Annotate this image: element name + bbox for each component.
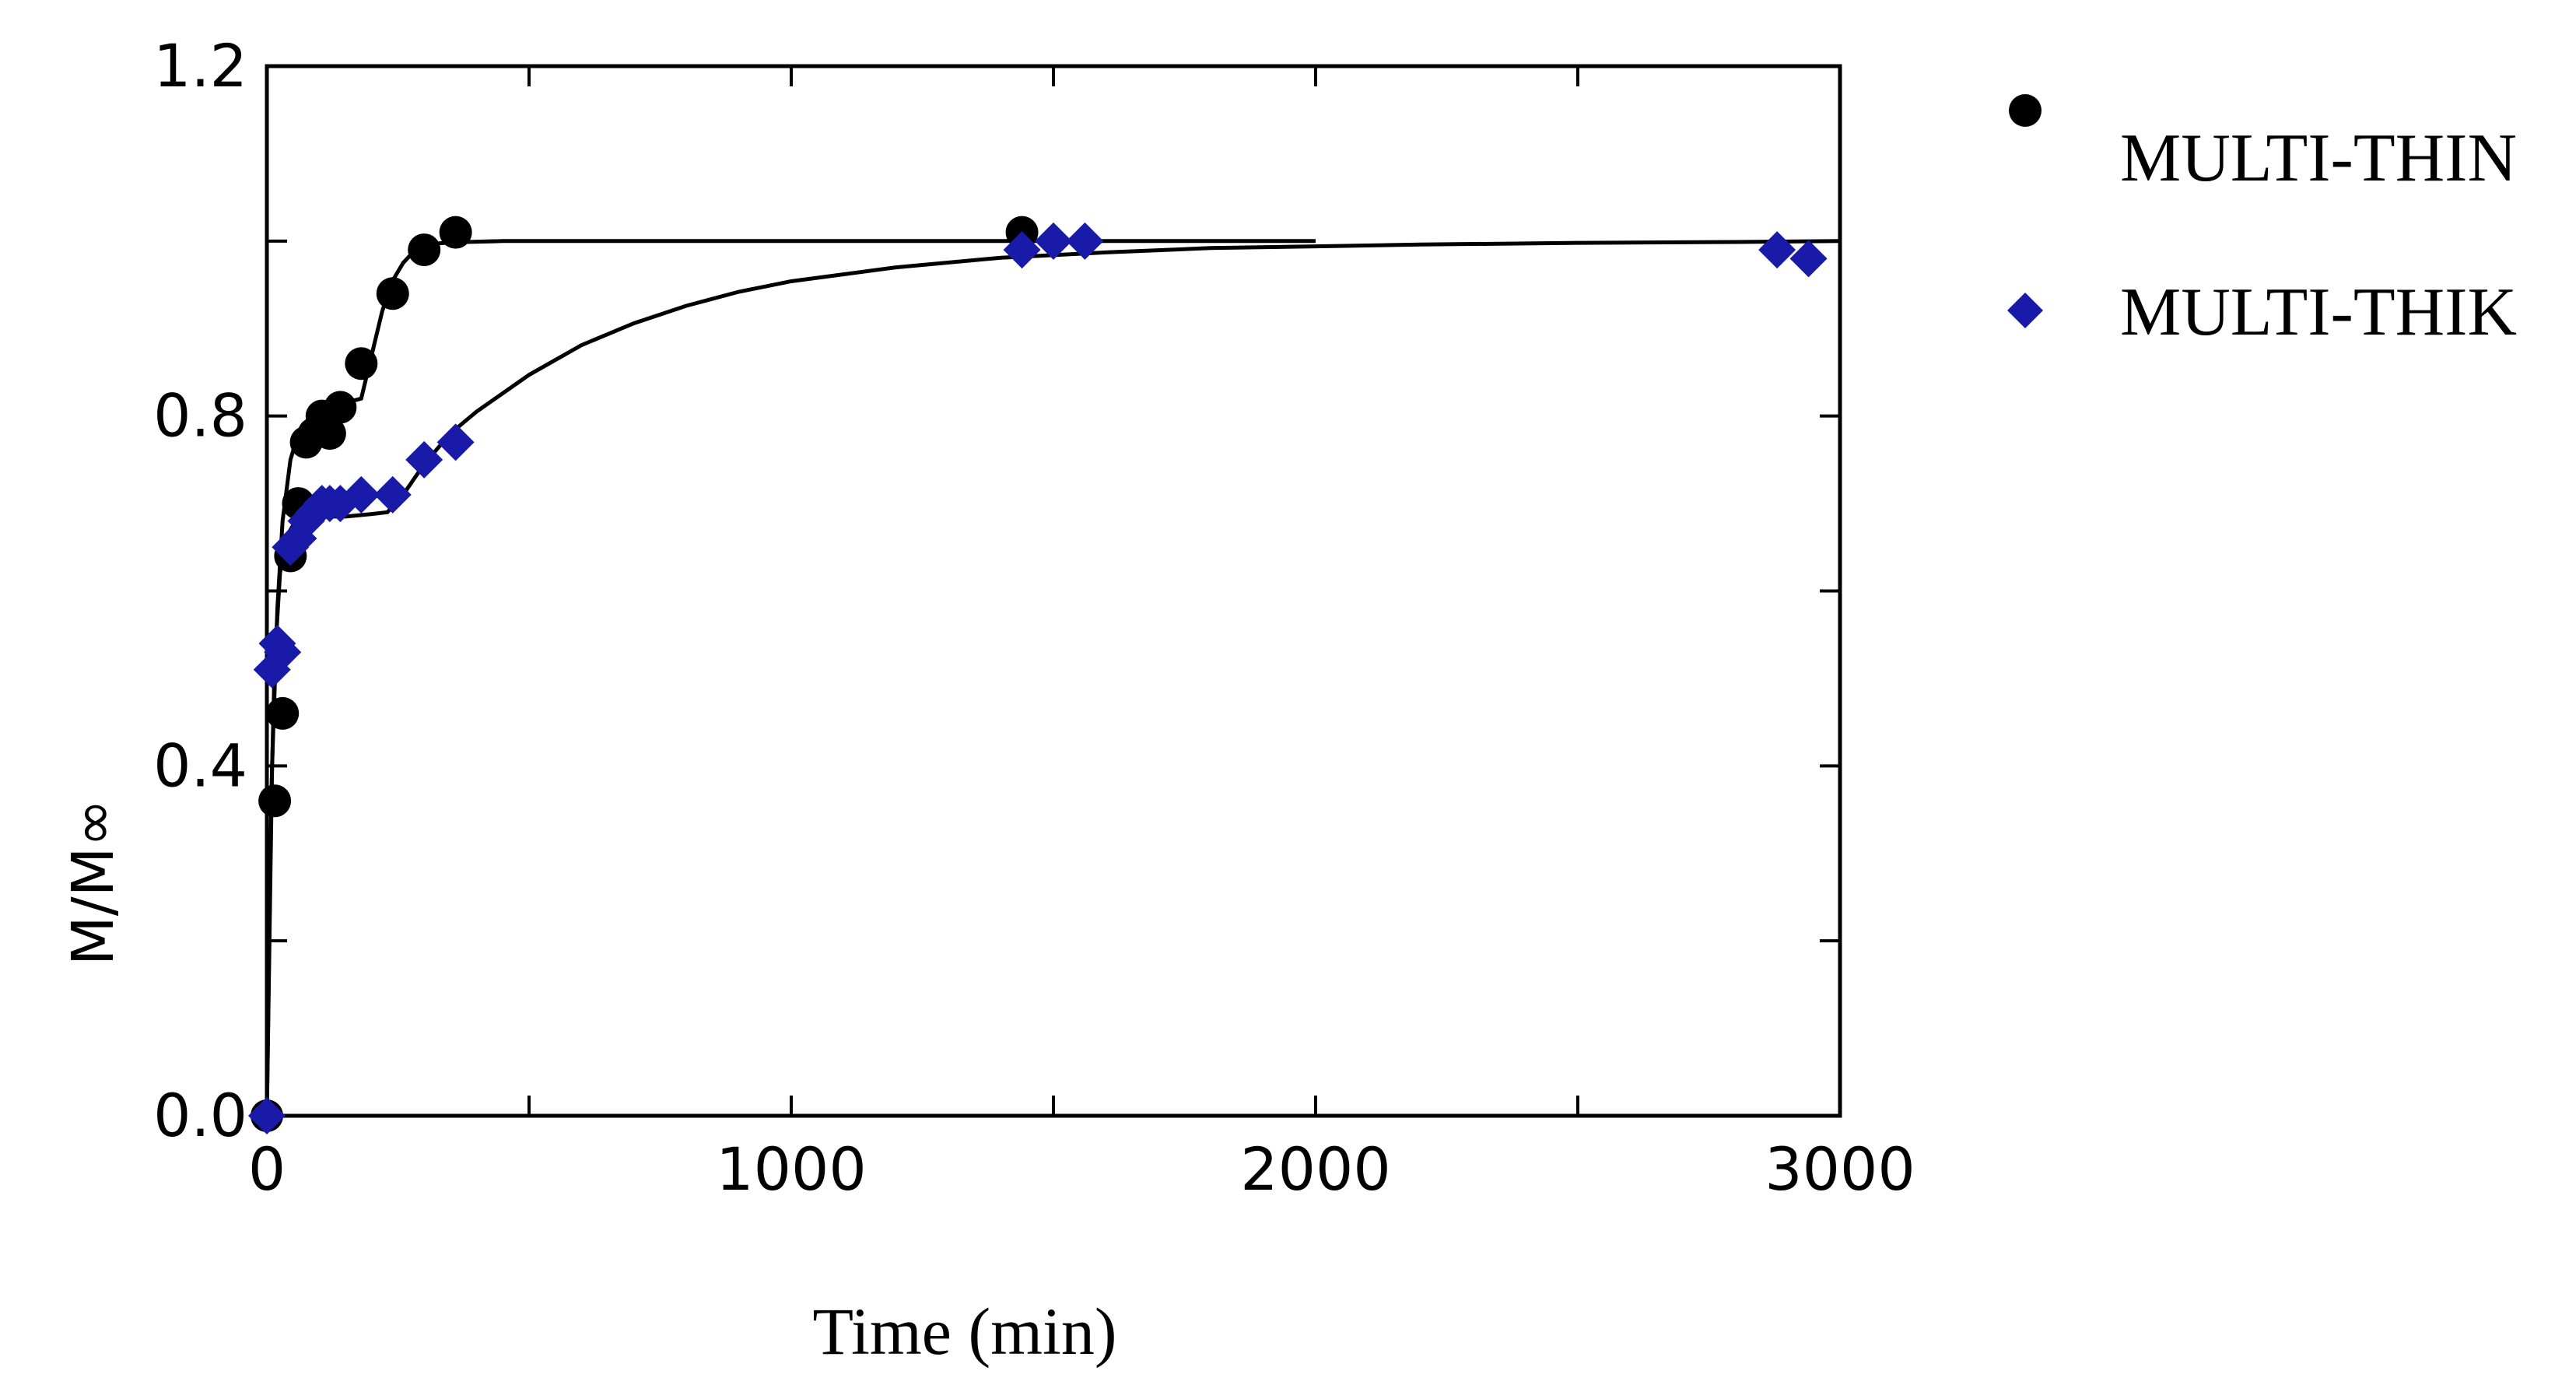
data-points <box>248 216 1828 1134</box>
legend-marker-circle-icon <box>2009 94 2042 127</box>
data-point-multi-thik <box>1035 222 1072 260</box>
legend-label-multi-thik: MULTI-THIK <box>2120 275 2517 350</box>
x-tick-label: 1000 <box>716 1134 866 1204</box>
data-point-multi-thin <box>258 784 292 818</box>
data-point-multi-thin <box>345 347 378 380</box>
legend-item-multi-thin: MULTI-THIN <box>2009 94 2517 196</box>
data-point-multi-thik <box>1066 222 1104 260</box>
tick-labels: 0 1000 2000 3000 0.0 0.4 0.8 1.2 <box>153 31 1915 1204</box>
data-point-multi-thik <box>405 440 443 479</box>
fit-curve-multi-thin <box>265 239 1316 1117</box>
data-point-multi-thik <box>1789 240 1828 278</box>
data-point-multi-thik <box>1758 231 1796 269</box>
data-point-multi-thin <box>439 216 472 249</box>
y-axis-title: M/M∞ <box>60 799 127 966</box>
data-point-multi-thik <box>373 475 412 514</box>
data-point-multi-thik <box>264 633 302 671</box>
x-tick-label: 3000 <box>1765 1134 1915 1204</box>
data-point-multi-thin <box>376 277 409 310</box>
data-point-multi-thin <box>408 233 441 267</box>
data-point-multi-thin <box>266 696 300 730</box>
fit-curves <box>265 239 1841 1117</box>
data-point-multi-thik <box>436 423 475 461</box>
data-point-multi-thik <box>342 475 380 514</box>
data-point-multi-thik <box>248 1097 286 1134</box>
data-point-multi-thin <box>313 417 346 451</box>
x-axis-title: Time (min) <box>812 1294 1116 1369</box>
fit-curve-multi-thik <box>265 239 1841 1117</box>
plot-area <box>248 64 1842 1134</box>
data-point-multi-thik <box>1003 231 1041 269</box>
y-tick-label: 0.4 <box>153 731 247 800</box>
y-tick-label: 1.2 <box>153 31 247 100</box>
legend-label-multi-thin: MULTI-THIN <box>2120 121 2517 196</box>
y-tick-label: 0.0 <box>153 1081 247 1150</box>
x-tick-label: 0 <box>248 1134 286 1204</box>
legend-marker-diamond-icon <box>2007 293 2043 328</box>
legend-item-multi-thik: MULTI-THIK <box>2007 275 2517 350</box>
x-tick-label: 2000 <box>1240 1134 1390 1204</box>
data-point-multi-thin <box>324 391 357 424</box>
y-tick-label: 0.8 <box>153 381 247 451</box>
legend: MULTI-THIN MULTI-THIK <box>2007 94 2517 350</box>
